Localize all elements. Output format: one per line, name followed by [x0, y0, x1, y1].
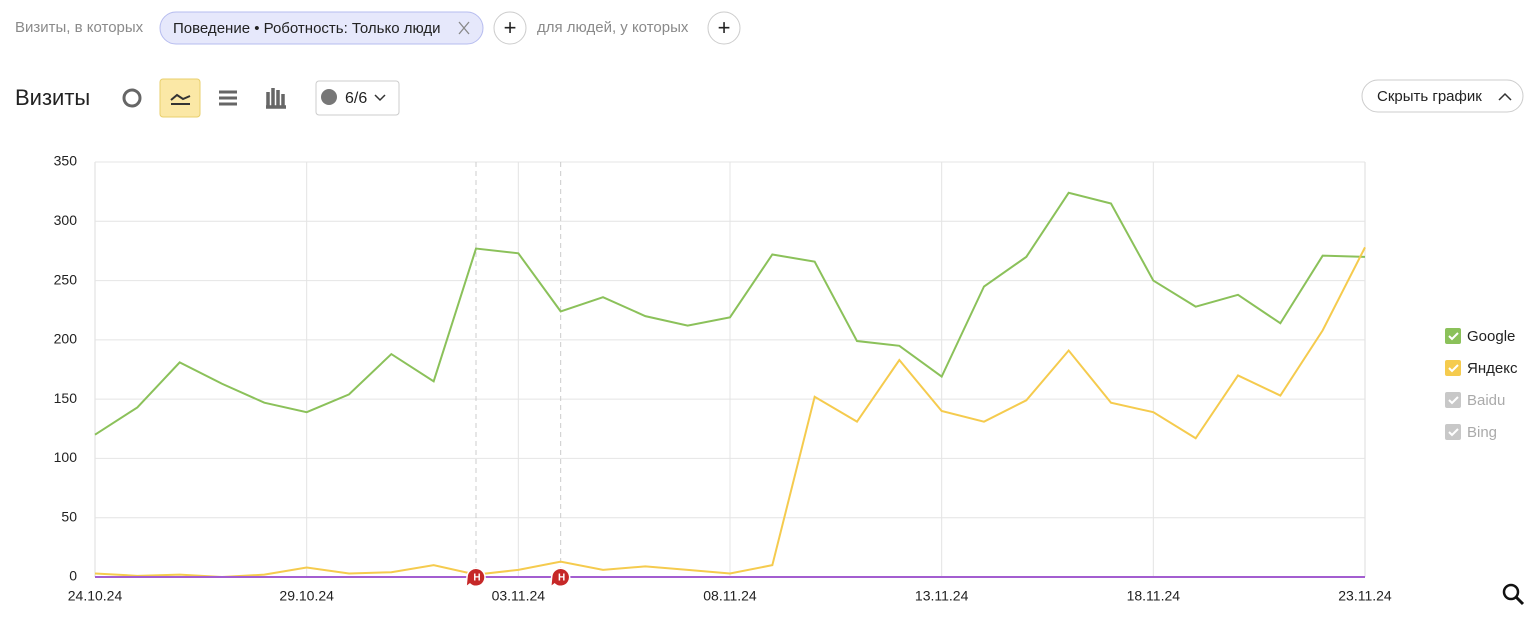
- filter-chip[interactable]: [159, 11, 484, 45]
- comment-icon: [321, 89, 337, 105]
- chevron: [1498, 92, 1512, 101]
- y-tick-label: 50: [61, 508, 77, 524]
- y-tick-label: 100: [54, 449, 78, 465]
- legend-label: Baidu: [1467, 392, 1505, 409]
- area-icon[interactable]: [219, 90, 237, 106]
- legend-checkbox[interactable]: [1445, 328, 1461, 344]
- legend-checkbox[interactable]: [1445, 392, 1461, 408]
- hide-chart-label: Скрыть график: [1377, 88, 1482, 105]
- y-tick-label: 0: [69, 568, 77, 584]
- legend-check: [1448, 332, 1459, 341]
- annotation-label: Н: [558, 573, 565, 584]
- legend-label: Яндекс: [1467, 360, 1518, 377]
- series-line: [94, 246, 1366, 579]
- chevron: [374, 94, 386, 102]
- legend-checkbox[interactable]: [1445, 360, 1461, 376]
- add-button[interactable]: [707, 11, 741, 45]
- annotation-marker: [549, 567, 571, 589]
- x-tick-label: 29.10.24: [279, 588, 334, 604]
- filter-middle: для людей, у которых: [537, 19, 689, 36]
- x-tick-label: 03.11.24: [492, 588, 546, 604]
- add-button[interactable]: [493, 11, 527, 45]
- line-icon: [170, 93, 191, 105]
- y-tick-label: 350: [54, 153, 78, 169]
- annotation-label: Н: [473, 573, 480, 584]
- legend-check: [1448, 396, 1459, 405]
- section-title: Визиты: [15, 85, 90, 110]
- legend-check: [1448, 428, 1459, 437]
- x-tick-label: 18.11.24: [1127, 588, 1181, 604]
- filter-chip-text: Поведение • Роботность: Только люди: [173, 20, 441, 37]
- filter-prefix: Визиты, в которых: [15, 19, 144, 36]
- y-tick-label: 200: [54, 331, 78, 347]
- y-tick-label: 150: [54, 390, 78, 406]
- annotations-dropdown[interactable]: [315, 80, 400, 116]
- legend-label: Bing: [1467, 424, 1497, 441]
- x-tick-label: 24.10.24: [68, 588, 123, 604]
- series-line: [94, 191, 1366, 436]
- y-tick-label: 300: [54, 212, 78, 228]
- chip-close[interactable]: [458, 21, 470, 35]
- legend-check: [1448, 364, 1459, 373]
- annotation-marker: [465, 567, 486, 589]
- zoom-icon[interactable]: [1502, 583, 1520, 601]
- bar-icon[interactable]: [266, 88, 286, 109]
- chart: 0 50 100 150 200 250 300 350 24.10.24 29.10.24 03.…: [54, 153, 1518, 604]
- add-button-label: +: [718, 15, 731, 40]
- hide-chart-button[interactable]: [1361, 79, 1524, 113]
- x-tick-label: 13.11.24: [915, 588, 969, 604]
- annotations-count: 6/6: [345, 90, 367, 107]
- x-tick-label: 08.11.24: [703, 588, 757, 604]
- x-tick-label: 23.11.24: [1338, 588, 1392, 604]
- legend-checkbox[interactable]: [1445, 424, 1461, 440]
- zoom-icon-handle: [1514, 595, 1525, 606]
- legend-label: Google: [1467, 328, 1515, 345]
- pie-icon[interactable]: [122, 88, 142, 108]
- y-tick-label: 250: [54, 271, 78, 287]
- add-button-label: +: [504, 15, 517, 40]
